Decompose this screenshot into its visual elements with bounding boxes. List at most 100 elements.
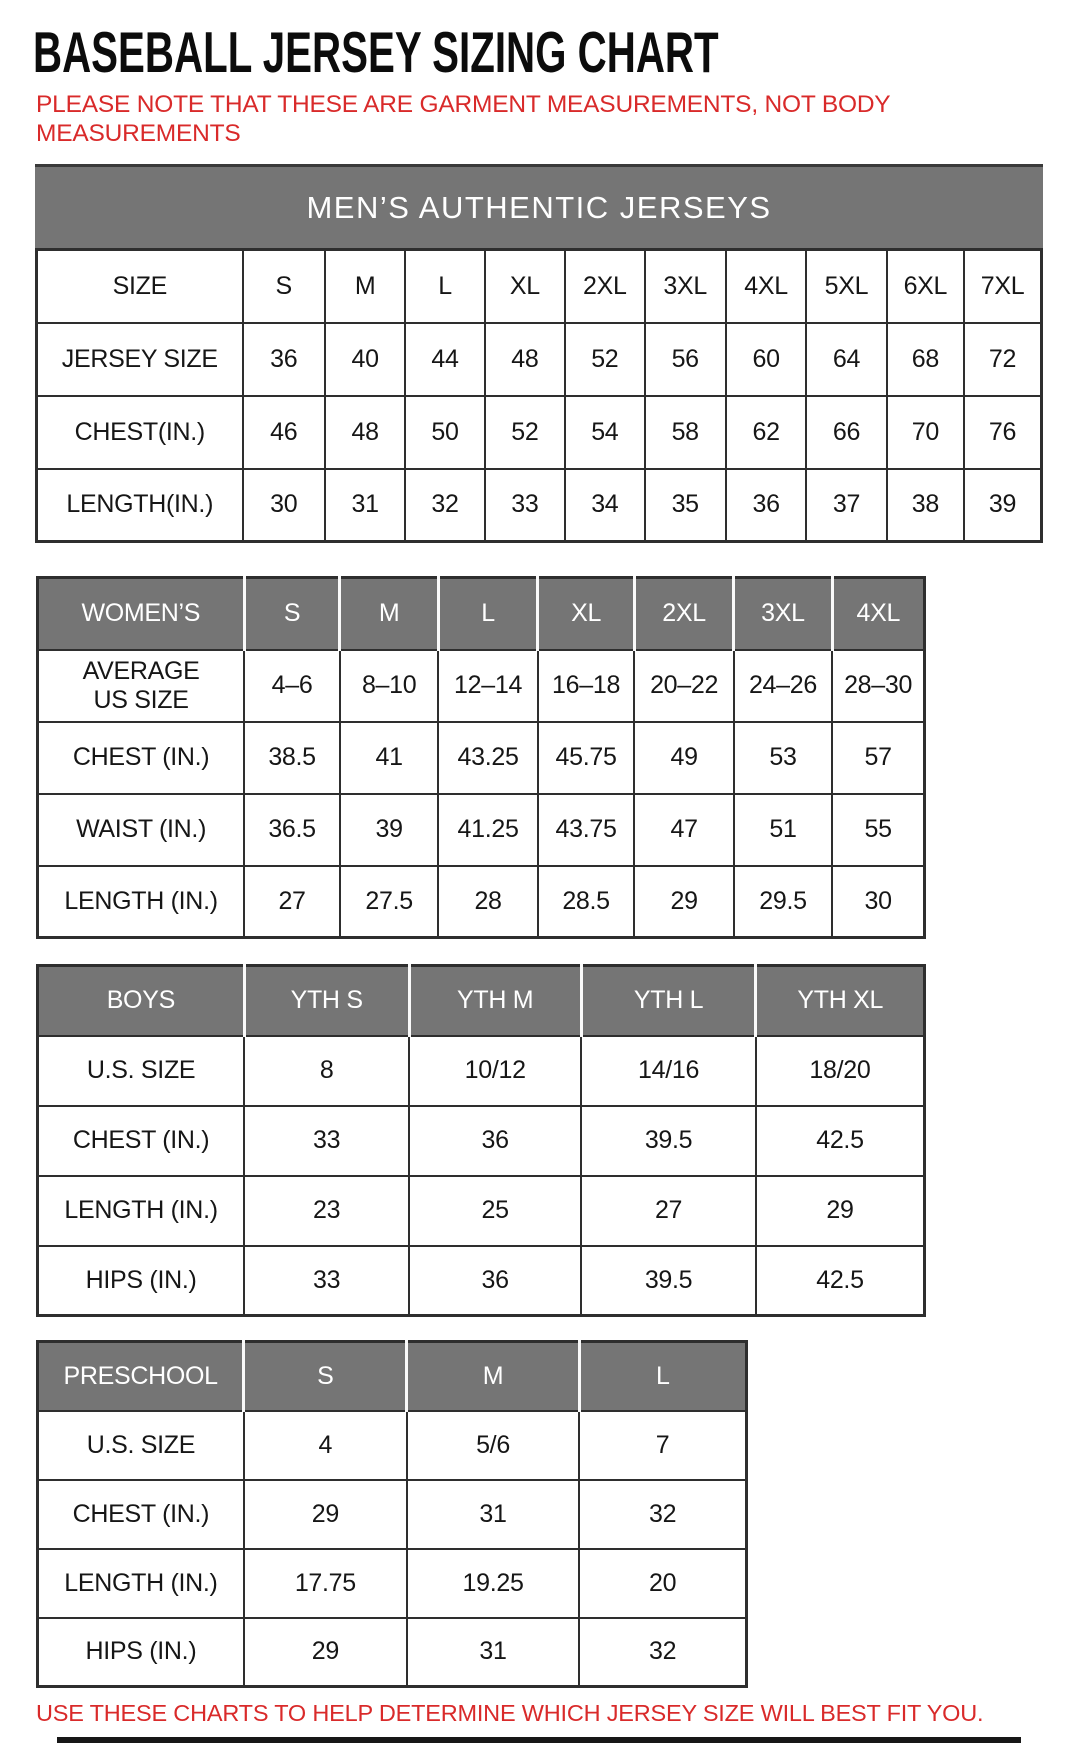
row-label-cell: AVERAGE US SIZE bbox=[36, 648, 246, 723]
table-row: CHEST (IN.) 38.5 41 43.25 45.75 49 53 57 bbox=[36, 720, 926, 795]
header-row: BOYS YTH S YTH M YTH L YTH XL bbox=[36, 964, 926, 1037]
value-cell: 55 bbox=[831, 792, 926, 867]
value-cell: 27 bbox=[580, 1174, 757, 1247]
table-row: HIPS (IN.) 33 36 39.5 42.5 bbox=[36, 1244, 926, 1317]
value-cell: 7 bbox=[578, 1409, 748, 1481]
value-cell: 29 bbox=[633, 864, 735, 939]
column-header-cell: 6XL bbox=[885, 248, 966, 324]
table-row: HIPS (IN.) 29 31 32 bbox=[36, 1616, 748, 1688]
table-row: LENGTH (IN.) 27 27.5 28 28.5 29 29.5 30 bbox=[36, 864, 926, 939]
value-cell: 36 bbox=[408, 1244, 583, 1317]
value-cell: 28.5 bbox=[536, 864, 636, 939]
value-cell: 29 bbox=[754, 1174, 926, 1247]
value-cell: 27 bbox=[243, 864, 341, 939]
column-header-cell: S bbox=[241, 248, 326, 324]
value-cell: 8 bbox=[243, 1034, 411, 1107]
value-cell: 4 bbox=[242, 1409, 408, 1481]
row-label-cell: HIPS (IN.) bbox=[36, 1244, 246, 1317]
value-cell: 68 bbox=[885, 321, 966, 397]
value-cell: 42.5 bbox=[754, 1244, 926, 1317]
value-cell: 64 bbox=[805, 321, 888, 397]
row-label-cell: CHEST (IN.) bbox=[36, 720, 246, 795]
value-cell: 51 bbox=[732, 792, 834, 867]
value-cell: 50 bbox=[404, 394, 486, 470]
value-cell: 12–14 bbox=[437, 648, 539, 723]
column-header-cell: XL bbox=[536, 576, 636, 651]
value-cell: 28–30 bbox=[831, 648, 926, 723]
column-header-cell: 2XL bbox=[632, 576, 736, 651]
header-row: SIZE S M L XL 2XL 3XL 4XL 5XL 6XL 7XL bbox=[35, 248, 1043, 324]
table-title-cell: PRESCHOOL bbox=[35, 1340, 246, 1412]
table-row: WAIST (IN.) 36.5 39 41.25 43.75 47 51 55 bbox=[36, 792, 926, 867]
row-label-cell: CHEST(IN.) bbox=[35, 394, 244, 470]
value-cell: 5/6 bbox=[405, 1409, 581, 1481]
table-title-cell: SIZE bbox=[35, 248, 244, 324]
value-cell: 53 bbox=[732, 720, 834, 795]
value-cell: 52 bbox=[564, 321, 646, 397]
value-cell: 30 bbox=[831, 864, 926, 939]
value-cell: 39 bbox=[963, 467, 1043, 543]
value-cell: 43.25 bbox=[437, 720, 539, 795]
value-cell: 32 bbox=[404, 467, 486, 543]
table-row: LENGTH (IN.) 17.75 19.25 20 bbox=[36, 1547, 748, 1619]
column-header-cell: M bbox=[323, 248, 407, 324]
column-header-cell: 7XL bbox=[963, 248, 1043, 324]
value-cell: 52 bbox=[483, 394, 567, 470]
row-label-cell: LENGTH (IN.) bbox=[36, 1547, 245, 1619]
value-cell: 40 bbox=[323, 321, 407, 397]
value-cell: 48 bbox=[323, 394, 407, 470]
value-cell: 16–18 bbox=[536, 648, 636, 723]
mens-table-banner: MEN’S AUTHENTIC JERSEYS bbox=[35, 164, 1043, 248]
row-label-cell: CHEST (IN.) bbox=[36, 1478, 245, 1550]
row-label-cell: LENGTH (IN.) bbox=[36, 864, 246, 939]
column-header-cell: M bbox=[338, 576, 440, 651]
table-row: CHEST (IN.) 33 36 39.5 42.5 bbox=[36, 1104, 926, 1177]
row-label-cell: WAIST (IN.) bbox=[36, 792, 246, 867]
value-cell: 36 bbox=[241, 321, 326, 397]
header-row: PRESCHOOL S M L bbox=[35, 1340, 749, 1412]
value-cell: 23 bbox=[243, 1174, 411, 1247]
value-cell: 24–26 bbox=[732, 648, 834, 723]
row-label-cell: LENGTH(IN.) bbox=[35, 467, 244, 543]
value-cell: 72 bbox=[963, 321, 1043, 397]
column-header-cell: YTH XL bbox=[754, 964, 926, 1037]
value-cell: 39 bbox=[338, 792, 440, 867]
value-cell: 34 bbox=[564, 467, 646, 543]
table-row: U.S. SIZE 4 5/6 7 bbox=[36, 1409, 748, 1481]
page-title: BASEBALL JERSEY SIZING CHART bbox=[33, 21, 719, 85]
value-cell: 29 bbox=[242, 1616, 408, 1688]
value-cell: 18/20 bbox=[754, 1034, 926, 1107]
column-header-cell: XL bbox=[483, 248, 567, 324]
row-label-cell: JERSEY SIZE bbox=[35, 321, 244, 397]
table-row: U.S. SIZE 8 10/12 14/16 18/20 bbox=[36, 1034, 926, 1107]
value-cell: 35 bbox=[643, 467, 727, 543]
value-cell: 31 bbox=[405, 1616, 581, 1688]
column-header-cell: 5XL bbox=[805, 248, 888, 324]
value-cell: 38 bbox=[885, 467, 966, 543]
column-header-cell: M bbox=[405, 1340, 581, 1412]
value-cell: 39.5 bbox=[580, 1244, 757, 1317]
column-header-cell: 4XL bbox=[830, 576, 927, 651]
value-cell: 29 bbox=[242, 1478, 408, 1550]
value-cell: 28 bbox=[437, 864, 539, 939]
value-cell: 76 bbox=[963, 394, 1043, 470]
value-cell: 58 bbox=[643, 394, 727, 470]
value-cell: 66 bbox=[805, 394, 888, 470]
value-cell: 47 bbox=[633, 792, 735, 867]
value-cell: 31 bbox=[405, 1478, 581, 1550]
column-header-cell: S bbox=[242, 576, 342, 651]
value-cell: 45.75 bbox=[536, 720, 636, 795]
value-cell: 36 bbox=[408, 1104, 583, 1177]
value-cell: 44 bbox=[404, 321, 486, 397]
row-label-cell: LENGTH (IN.) bbox=[36, 1174, 246, 1247]
preschool-sizing-table: PRESCHOOL S M L U.S. SIZE 4 5/6 7 CHEST (IN.) 29 3… bbox=[35, 1340, 749, 1688]
value-cell: 57 bbox=[831, 720, 926, 795]
boys-sizing-table: BOYS YTH S YTH M YTH L YTH XL U.S. SIZE 8 10/12… bbox=[36, 964, 926, 1317]
row-label-cell: CHEST (IN.) bbox=[36, 1104, 246, 1177]
column-header-cell: YTH L bbox=[579, 964, 758, 1037]
table-title-cell: WOMEN’S bbox=[36, 576, 246, 651]
column-header-cell: 4XL bbox=[724, 248, 808, 324]
footer-text: USE THESE CHARTS TO HELP DETERMINE WHICH… bbox=[36, 1700, 984, 1726]
value-cell: 41.25 bbox=[437, 792, 539, 867]
